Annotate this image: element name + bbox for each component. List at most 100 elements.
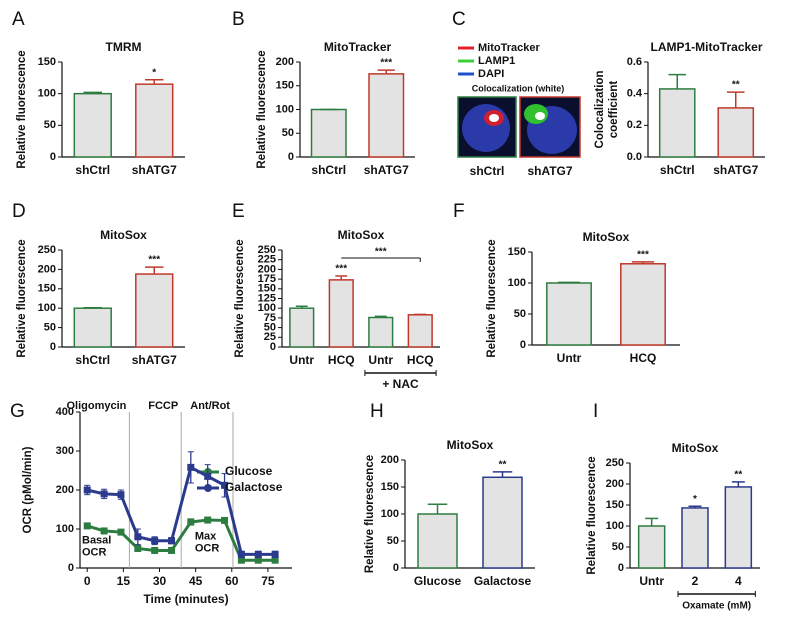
x-tick-label: HCQ	[328, 353, 355, 367]
bar	[289, 307, 315, 348]
x-tick-label: 2	[692, 574, 699, 588]
y-tick-label: 150	[258, 283, 276, 295]
panel-letter: B	[232, 9, 245, 30]
bar	[73, 92, 112, 158]
y-tick-label: 100	[38, 88, 56, 100]
x-tick-label: 4	[735, 574, 742, 588]
y-tick-label: 0.2	[627, 119, 642, 131]
x-tick-label: 0	[84, 574, 91, 588]
y-tick-label: 175	[258, 273, 276, 285]
legend-label: LAMP1	[478, 55, 515, 67]
x-tick-label: shCtrl	[75, 353, 110, 367]
chart-title: TMRM	[106, 40, 142, 54]
marker	[117, 491, 125, 499]
marker	[134, 545, 142, 552]
y-axis-label: Relative fluorescence	[486, 239, 498, 357]
annotation: Ant/Rot	[190, 400, 230, 412]
y-axis-label: OCR (pMol/min)	[22, 446, 34, 533]
marker	[271, 556, 279, 564]
significance: ***	[148, 255, 160, 266]
y-tick-label: 0	[288, 151, 294, 163]
y-tick-label: 200	[56, 484, 74, 496]
y-tick-label: 150	[276, 80, 294, 92]
x-tick-label: shATG7	[132, 163, 177, 177]
significance: *	[693, 494, 697, 505]
y-tick-label: 50	[282, 127, 294, 139]
y-tick-label: 50	[44, 119, 56, 131]
y-tick-label: 0.4	[627, 88, 643, 100]
legend-label: MitoTracker	[478, 42, 540, 54]
y-tick-label: 25	[264, 331, 276, 343]
panel-letter: G	[10, 401, 25, 422]
x-tick-label: HCQ	[630, 351, 657, 365]
chart-title: LAMP1-MitoTracker	[650, 40, 762, 54]
chart-title: MitoSox	[583, 230, 630, 244]
chart-title: MitoSox	[672, 441, 719, 455]
x-tick-label: 30	[153, 574, 167, 588]
y-tick-label: 225	[258, 254, 276, 266]
annotation: Basal	[82, 535, 111, 547]
y-tick-label: 200	[276, 56, 294, 68]
chart-title: MitoSox	[447, 438, 494, 452]
marker	[100, 527, 108, 535]
y-axis-label: coefficient	[608, 81, 620, 139]
micrograph: MitoTracker LAMP1 DAPI Colocalization (w…	[457, 42, 581, 178]
significance: ***	[335, 264, 347, 275]
y-axis-label: Relative fluorescence	[16, 50, 28, 168]
x-axis-label: Time (minutes)	[143, 592, 228, 606]
x-tick-label: Untr	[557, 351, 582, 365]
bar	[620, 263, 666, 346]
annotation: Oligomycin	[66, 400, 126, 412]
image-label: shCtrl	[470, 164, 505, 178]
marker	[221, 481, 229, 489]
bar	[135, 273, 174, 348]
y-tick-label: 100	[38, 302, 56, 314]
y-tick-label: 0	[50, 341, 56, 353]
y-tick-label: 150	[381, 481, 399, 493]
bar	[724, 486, 753, 569]
marker	[221, 516, 229, 524]
y-tick-label: 0.6	[627, 56, 642, 68]
y-tick-label: 150	[38, 56, 56, 68]
y-tick-label: 200	[258, 263, 276, 275]
panel-letter: C	[452, 9, 466, 30]
y-tick-label: 0	[618, 562, 624, 574]
annotation: FCCP	[148, 400, 178, 412]
significance: *	[152, 67, 156, 78]
marker	[117, 528, 125, 536]
group-label: Oxamate (mM)	[682, 601, 751, 612]
panel-letter: A	[12, 9, 25, 30]
x-tick-label: Untr	[289, 353, 314, 367]
caption: Colocalization (white)	[472, 83, 565, 93]
annotation: OCR	[195, 543, 220, 555]
y-tick-label: 50	[514, 308, 526, 320]
panel-letter: D	[12, 201, 26, 222]
marker	[271, 550, 279, 558]
y-tick-label: 300	[56, 445, 74, 457]
marker	[100, 490, 108, 498]
image-label: shATG7	[527, 164, 572, 178]
x-tick-label: shCtrl	[660, 163, 695, 177]
bar	[681, 507, 709, 569]
group-label: + NAC	[382, 377, 419, 391]
y-tick-label: 200	[38, 263, 56, 275]
significance: **	[734, 470, 742, 481]
y-tick-label: 100	[258, 302, 276, 314]
y-tick-label: 50	[387, 535, 399, 547]
bar	[546, 282, 592, 346]
bar	[717, 107, 755, 158]
marker	[168, 537, 176, 545]
x-tick-label: 45	[189, 574, 203, 588]
y-tick-label: 400	[56, 406, 74, 418]
y-tick-label: 0	[68, 562, 74, 574]
chart-title: MitoSox	[100, 228, 147, 242]
x-tick-label: Glucose	[414, 574, 462, 588]
x-tick-label: shATG7	[364, 163, 409, 177]
y-tick-label: 125	[258, 292, 276, 304]
y-tick-label: 0	[270, 341, 276, 353]
bar	[417, 513, 458, 569]
y-tick-label: 50	[612, 541, 624, 553]
significance: ***	[637, 250, 649, 261]
bar	[368, 73, 405, 158]
panel-letter: I	[593, 401, 598, 422]
